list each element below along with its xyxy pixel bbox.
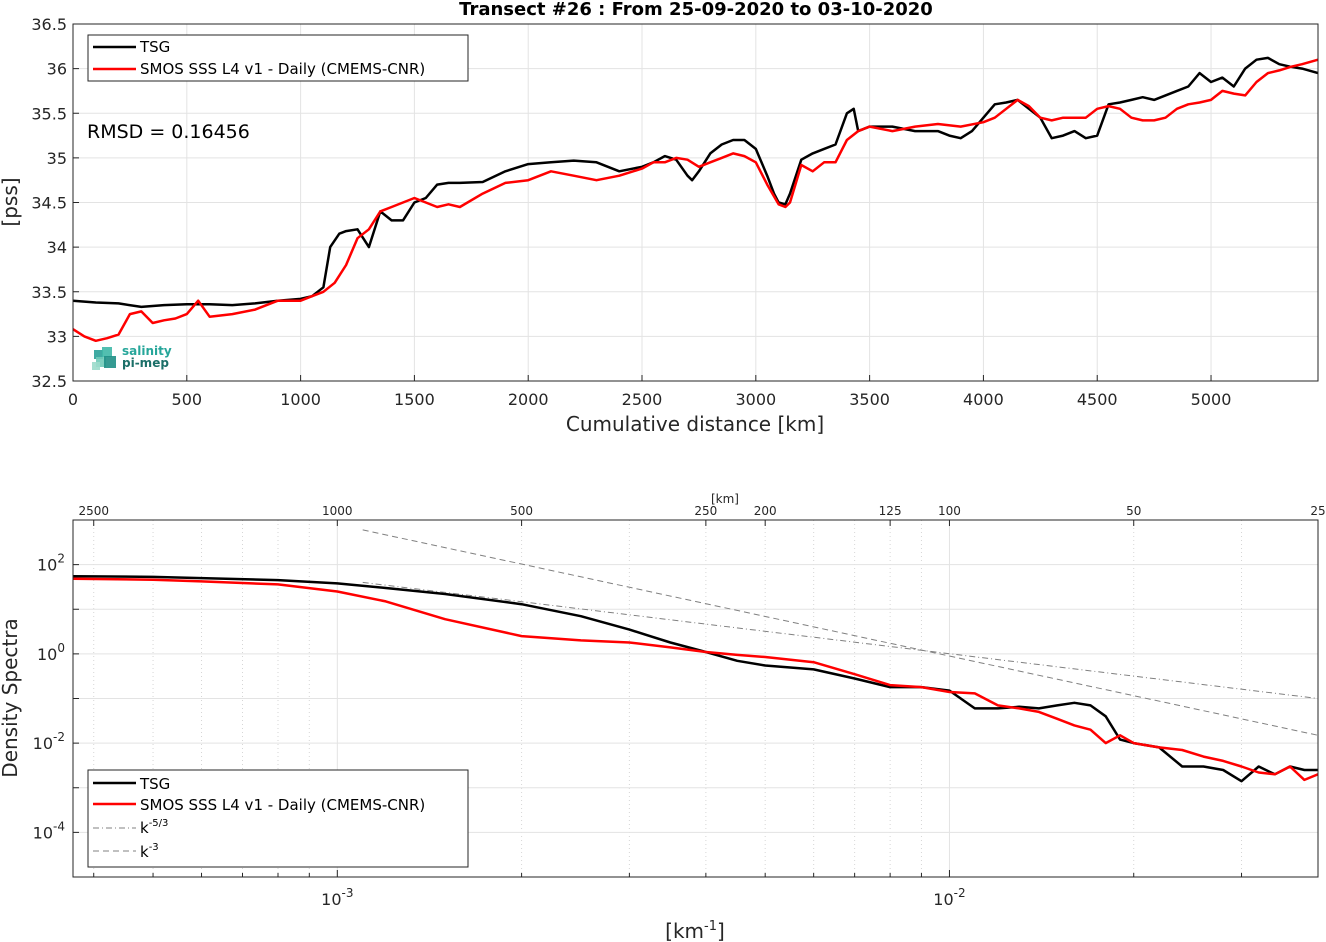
bottom-toptick-label: 200 (754, 504, 777, 518)
top-series-smos-line (72, 58, 1319, 343)
bottom-ytick-label: 10-4 (33, 819, 65, 842)
top-xlabel: Cumulative distance [km] (566, 412, 824, 436)
bottom-series (73, 529, 1318, 783)
bottom-legend-k3-label: k-3 (140, 842, 159, 861)
bottom-series-smos-line (73, 577, 1318, 782)
bottom-legend: TSG SMOS SSS L4 v1 - Daily (CMEMS-CNR) k… (87, 769, 469, 868)
bottom-ytick-label: 10-2 (33, 730, 65, 753)
top-legend-tsg-label: TSG (139, 38, 170, 56)
top-ytick-label: 36.5 (31, 15, 67, 34)
bottom-chart: 10-4 10-2 100 102 10-3 10-2 2500 1000 500 250 200 1… (0, 492, 1326, 942)
top-ytick-label: 35 (47, 149, 67, 168)
top-xtick-label: 500 (172, 390, 203, 409)
top-xtick-label: 2500 (622, 390, 663, 409)
bottom-xtick-label: 10-3 (321, 886, 353, 909)
bottom-toptick-label: 500 (510, 504, 533, 518)
bottom-series-k3-line (362, 529, 1318, 736)
bottom-legend-tsg-label: TSG (139, 775, 170, 793)
bottom-xlabel: [km-1] (665, 919, 725, 942)
bottom-ylabel: Density Spectra (0, 618, 22, 777)
top-ticks: 0 500 1000 1500 2000 2500 3000 3500 4000 4500 5000… (31, 15, 1231, 409)
pimep-logo-pimep: pi-mep (122, 356, 169, 370)
bottom-ytick-label: 102 (37, 552, 65, 575)
top-xtick-label: 2000 (508, 390, 549, 409)
top-legend-smos-label: SMOS SSS L4 v1 - Daily (CMEMS-CNR) (140, 60, 425, 78)
bottom-legend-k53-label: k-5/3 (140, 818, 168, 837)
rmsd-annotation: RMSD = 0.16456 (87, 121, 250, 143)
top-xtick-label: 4000 (963, 390, 1004, 409)
bottom-toptick-label: 25 (1310, 504, 1325, 518)
bottom-top-axis-label: [km] (711, 492, 739, 506)
top-xtick-label: 3000 (735, 390, 776, 409)
top-series (72, 56, 1319, 343)
bottom-legend-smos-label: SMOS SSS L4 v1 - Daily (CMEMS-CNR) (140, 796, 425, 814)
bottom-toptick-label: 50 (1126, 504, 1141, 518)
pimep-logo: salinity pi-mep (92, 344, 172, 370)
top-xtick-label: 1000 (280, 390, 321, 409)
top-ylabel: [pss] (0, 177, 22, 226)
bottom-xtick-label: 10-2 (933, 886, 965, 909)
top-xtick-label: 1500 (394, 390, 435, 409)
bottom-toptick-label: 2500 (78, 504, 109, 518)
top-ytick-label: 34 (47, 238, 67, 257)
bottom-series-k53-line (362, 581, 1318, 699)
top-xtick-label: 0 (68, 390, 78, 409)
top-legend: TSG SMOS SSS L4 v1 - Daily (CMEMS-CNR) (87, 34, 469, 82)
bottom-toptick-label: 250 (694, 504, 717, 518)
top-chart: Transect #26 : From 25-09-2020 to 03-10-… (0, 0, 1319, 436)
top-ytick-label: 36 (47, 60, 67, 79)
top-chart-title: Transect #26 : From 25-09-2020 to 03-10-… (459, 0, 933, 20)
bottom-toptick-label: 100 (938, 504, 961, 518)
pimep-logo-salinity: salinity (122, 344, 172, 358)
bottom-ytick-label: 100 (37, 641, 65, 664)
bottom-toptick-label: 1000 (322, 504, 353, 518)
top-xtick-label: 4500 (1077, 390, 1118, 409)
bottom-toptick-label: 125 (879, 504, 902, 518)
bottom-ticks: 10-4 10-2 100 102 10-3 10-2 2500 1000 500 250 200 1… (33, 504, 1326, 909)
top-ytick-label: 33.5 (31, 283, 67, 302)
top-ytick-label: 33 (47, 327, 67, 346)
top-ytick-label: 35.5 (31, 104, 67, 123)
bottom-series-tsg-line (73, 574, 1318, 783)
top-series-tsg-line (72, 56, 1319, 309)
top-ytick-label: 32.5 (31, 372, 67, 391)
top-xtick-label: 3500 (849, 390, 890, 409)
top-ytick-label: 34.5 (31, 194, 67, 213)
top-xtick-label: 5000 (1191, 390, 1232, 409)
